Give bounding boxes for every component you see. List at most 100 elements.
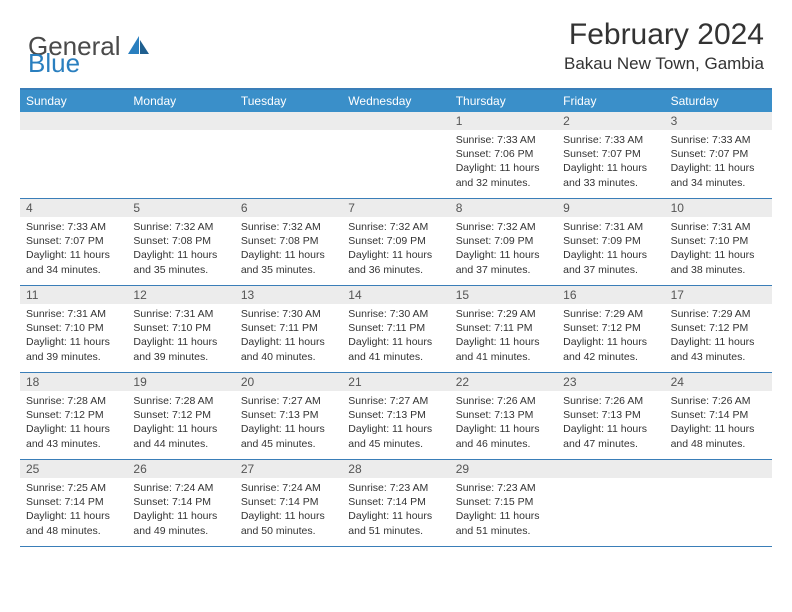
- sunset-text: Sunset: 7:07 PM: [26, 234, 121, 248]
- daylight-text: Daylight: 11 hours and 47 minutes.: [563, 422, 658, 450]
- daylight-text: Daylight: 11 hours and 39 minutes.: [133, 335, 228, 363]
- day-number: 23: [557, 373, 664, 391]
- sunset-text: Sunset: 7:12 PM: [563, 321, 658, 335]
- day-cell: 28Sunrise: 7:23 AMSunset: 7:14 PMDayligh…: [342, 460, 449, 546]
- daylight-text: Daylight: 11 hours and 49 minutes.: [133, 509, 228, 537]
- month-title: February 2024: [564, 18, 764, 52]
- sunset-text: Sunset: 7:12 PM: [133, 408, 228, 422]
- sunrise-text: Sunrise: 7:24 AM: [241, 481, 336, 495]
- day-content: Sunrise: 7:27 AMSunset: 7:13 PMDaylight:…: [342, 391, 449, 454]
- day-number-empty: [557, 460, 664, 478]
- day-cell: [20, 112, 127, 198]
- day-number: 27: [235, 460, 342, 478]
- sunset-text: Sunset: 7:15 PM: [456, 495, 551, 509]
- daylight-text: Daylight: 11 hours and 43 minutes.: [26, 422, 121, 450]
- sunrise-text: Sunrise: 7:33 AM: [671, 133, 766, 147]
- sunrise-text: Sunrise: 7:28 AM: [26, 394, 121, 408]
- day-cell: 13Sunrise: 7:30 AMSunset: 7:11 PMDayligh…: [235, 286, 342, 372]
- day-number: 16: [557, 286, 664, 304]
- week-row: 11Sunrise: 7:31 AMSunset: 7:10 PMDayligh…: [20, 286, 772, 373]
- logo-text-blue: Blue: [28, 48, 80, 78]
- week-row: 25Sunrise: 7:25 AMSunset: 7:14 PMDayligh…: [20, 460, 772, 547]
- daylight-text: Daylight: 11 hours and 41 minutes.: [456, 335, 551, 363]
- day-number-empty: [127, 112, 234, 130]
- week-row: 18Sunrise: 7:28 AMSunset: 7:12 PMDayligh…: [20, 373, 772, 460]
- daylight-text: Daylight: 11 hours and 51 minutes.: [348, 509, 443, 537]
- day-number: 12: [127, 286, 234, 304]
- daylight-text: Daylight: 11 hours and 36 minutes.: [348, 248, 443, 276]
- day-content: Sunrise: 7:30 AMSunset: 7:11 PMDaylight:…: [235, 304, 342, 367]
- day-content: Sunrise: 7:28 AMSunset: 7:12 PMDaylight:…: [20, 391, 127, 454]
- daylight-text: Daylight: 11 hours and 50 minutes.: [241, 509, 336, 537]
- sunset-text: Sunset: 7:07 PM: [671, 147, 766, 161]
- day-content: Sunrise: 7:30 AMSunset: 7:11 PMDaylight:…: [342, 304, 449, 367]
- sunrise-text: Sunrise: 7:28 AM: [133, 394, 228, 408]
- day-content: Sunrise: 7:32 AMSunset: 7:09 PMDaylight:…: [450, 217, 557, 280]
- day-number: 18: [20, 373, 127, 391]
- sunset-text: Sunset: 7:09 PM: [456, 234, 551, 248]
- day-number-empty: [665, 460, 772, 478]
- day-content: Sunrise: 7:26 AMSunset: 7:14 PMDaylight:…: [665, 391, 772, 454]
- sunset-text: Sunset: 7:13 PM: [563, 408, 658, 422]
- day-cell: 20Sunrise: 7:27 AMSunset: 7:13 PMDayligh…: [235, 373, 342, 459]
- day-number: 14: [342, 286, 449, 304]
- day-content: Sunrise: 7:23 AMSunset: 7:15 PMDaylight:…: [450, 478, 557, 541]
- sunset-text: Sunset: 7:14 PM: [26, 495, 121, 509]
- day-number: 24: [665, 373, 772, 391]
- day-content: Sunrise: 7:26 AMSunset: 7:13 PMDaylight:…: [450, 391, 557, 454]
- day-cell: 10Sunrise: 7:31 AMSunset: 7:10 PMDayligh…: [665, 199, 772, 285]
- weeks-container: 1Sunrise: 7:33 AMSunset: 7:06 PMDaylight…: [20, 112, 772, 547]
- daylight-text: Daylight: 11 hours and 33 minutes.: [563, 161, 658, 189]
- weekday-thu: Thursday: [450, 90, 557, 112]
- sunset-text: Sunset: 7:10 PM: [26, 321, 121, 335]
- daylight-text: Daylight: 11 hours and 46 minutes.: [456, 422, 551, 450]
- weekday-mon: Monday: [127, 90, 234, 112]
- day-cell: 17Sunrise: 7:29 AMSunset: 7:12 PMDayligh…: [665, 286, 772, 372]
- sunrise-text: Sunrise: 7:27 AM: [241, 394, 336, 408]
- daylight-text: Daylight: 11 hours and 32 minutes.: [456, 161, 551, 189]
- day-cell: 22Sunrise: 7:26 AMSunset: 7:13 PMDayligh…: [450, 373, 557, 459]
- day-number: 28: [342, 460, 449, 478]
- sunset-text: Sunset: 7:11 PM: [241, 321, 336, 335]
- sunset-text: Sunset: 7:10 PM: [671, 234, 766, 248]
- day-cell: 6Sunrise: 7:32 AMSunset: 7:08 PMDaylight…: [235, 199, 342, 285]
- day-number: 20: [235, 373, 342, 391]
- sunset-text: Sunset: 7:13 PM: [241, 408, 336, 422]
- day-content: Sunrise: 7:28 AMSunset: 7:12 PMDaylight:…: [127, 391, 234, 454]
- sunset-text: Sunset: 7:08 PM: [133, 234, 228, 248]
- sunrise-text: Sunrise: 7:32 AM: [133, 220, 228, 234]
- day-cell: [342, 112, 449, 198]
- sunset-text: Sunset: 7:09 PM: [563, 234, 658, 248]
- sunrise-text: Sunrise: 7:26 AM: [671, 394, 766, 408]
- daylight-text: Daylight: 11 hours and 38 minutes.: [671, 248, 766, 276]
- day-content: Sunrise: 7:32 AMSunset: 7:09 PMDaylight:…: [342, 217, 449, 280]
- day-content: Sunrise: 7:24 AMSunset: 7:14 PMDaylight:…: [127, 478, 234, 541]
- sunset-text: Sunset: 7:12 PM: [26, 408, 121, 422]
- sunset-text: Sunset: 7:07 PM: [563, 147, 658, 161]
- day-cell: 24Sunrise: 7:26 AMSunset: 7:14 PMDayligh…: [665, 373, 772, 459]
- day-cell: 9Sunrise: 7:31 AMSunset: 7:09 PMDaylight…: [557, 199, 664, 285]
- daylight-text: Daylight: 11 hours and 34 minutes.: [671, 161, 766, 189]
- week-row: 1Sunrise: 7:33 AMSunset: 7:06 PMDaylight…: [20, 112, 772, 199]
- day-cell: 26Sunrise: 7:24 AMSunset: 7:14 PMDayligh…: [127, 460, 234, 546]
- sunrise-text: Sunrise: 7:25 AM: [26, 481, 121, 495]
- sunrise-text: Sunrise: 7:32 AM: [348, 220, 443, 234]
- weekday-tue: Tuesday: [235, 90, 342, 112]
- day-number: 11: [20, 286, 127, 304]
- day-cell: 3Sunrise: 7:33 AMSunset: 7:07 PMDaylight…: [665, 112, 772, 198]
- day-number-empty: [20, 112, 127, 130]
- day-cell: [665, 460, 772, 546]
- day-content: Sunrise: 7:32 AMSunset: 7:08 PMDaylight:…: [127, 217, 234, 280]
- daylight-text: Daylight: 11 hours and 48 minutes.: [26, 509, 121, 537]
- daylight-text: Daylight: 11 hours and 35 minutes.: [133, 248, 228, 276]
- day-content: Sunrise: 7:23 AMSunset: 7:14 PMDaylight:…: [342, 478, 449, 541]
- day-number-empty: [235, 112, 342, 130]
- day-cell: 5Sunrise: 7:32 AMSunset: 7:08 PMDaylight…: [127, 199, 234, 285]
- sunset-text: Sunset: 7:08 PM: [241, 234, 336, 248]
- daylight-text: Daylight: 11 hours and 42 minutes.: [563, 335, 658, 363]
- day-content: Sunrise: 7:32 AMSunset: 7:08 PMDaylight:…: [235, 217, 342, 280]
- day-cell: 27Sunrise: 7:24 AMSunset: 7:14 PMDayligh…: [235, 460, 342, 546]
- day-content: Sunrise: 7:33 AMSunset: 7:06 PMDaylight:…: [450, 130, 557, 193]
- sunrise-text: Sunrise: 7:31 AM: [563, 220, 658, 234]
- day-content: Sunrise: 7:29 AMSunset: 7:11 PMDaylight:…: [450, 304, 557, 367]
